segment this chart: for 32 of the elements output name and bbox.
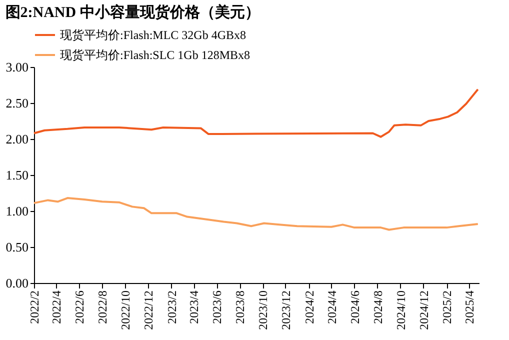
line-series bbox=[33, 197, 479, 231]
y-tick-label: 2.00 bbox=[6, 132, 28, 146]
y-tick-label: 3.00 bbox=[6, 60, 28, 74]
x-tick-label: 2024/6 bbox=[348, 290, 362, 324]
x-tick-label: 2025/4 bbox=[462, 290, 476, 324]
y-tick-label: 2.50 bbox=[6, 96, 28, 110]
x-tick-label: 2023/4 bbox=[187, 290, 202, 324]
legend-label: 现货平均价:Flash:MLC 32Gb 4GBx8 bbox=[60, 28, 246, 42]
x-tick-label: 2024/2 bbox=[302, 290, 316, 324]
x-tick-label: 2022/2 bbox=[28, 290, 42, 324]
x-tick-label: 2023/8 bbox=[233, 290, 248, 324]
x-tick-label: 2022/12 bbox=[142, 290, 156, 330]
x-tick-label: 2024/4 bbox=[324, 290, 339, 324]
x-tick-label: 2024/12 bbox=[416, 290, 431, 330]
x-tick-label: 2022/10 bbox=[118, 290, 133, 330]
x-tick-label: 2022/6 bbox=[72, 290, 87, 324]
y-tick-label: 1.00 bbox=[6, 204, 28, 218]
x-tick-label: 2022/4 bbox=[50, 290, 64, 324]
x-tick-label: 2024/8 bbox=[370, 290, 385, 324]
line-series bbox=[33, 88, 479, 138]
x-tick-label: 2023/12 bbox=[278, 290, 293, 330]
x-tick-label: 2023/6 bbox=[210, 290, 224, 324]
x-tick-label: 2022/8 bbox=[96, 290, 110, 324]
y-tick-label: 0.00 bbox=[6, 276, 28, 290]
legend-label: 现货平均价:Flash:SLC 1Gb 128MBx8 bbox=[60, 48, 250, 62]
x-tick-label: 2025/2 bbox=[440, 290, 454, 324]
y-tick-label: 1.50 bbox=[6, 168, 28, 182]
x-tick-label: 2024/10 bbox=[394, 290, 408, 330]
x-tick-label: 2023/2 bbox=[164, 290, 179, 324]
x-tick-label: 2023/10 bbox=[256, 290, 270, 330]
chart-title: 图2:NAND 中小容量现货价格（美元） bbox=[5, 3, 260, 21]
y-tick-label: 0.50 bbox=[6, 240, 28, 254]
